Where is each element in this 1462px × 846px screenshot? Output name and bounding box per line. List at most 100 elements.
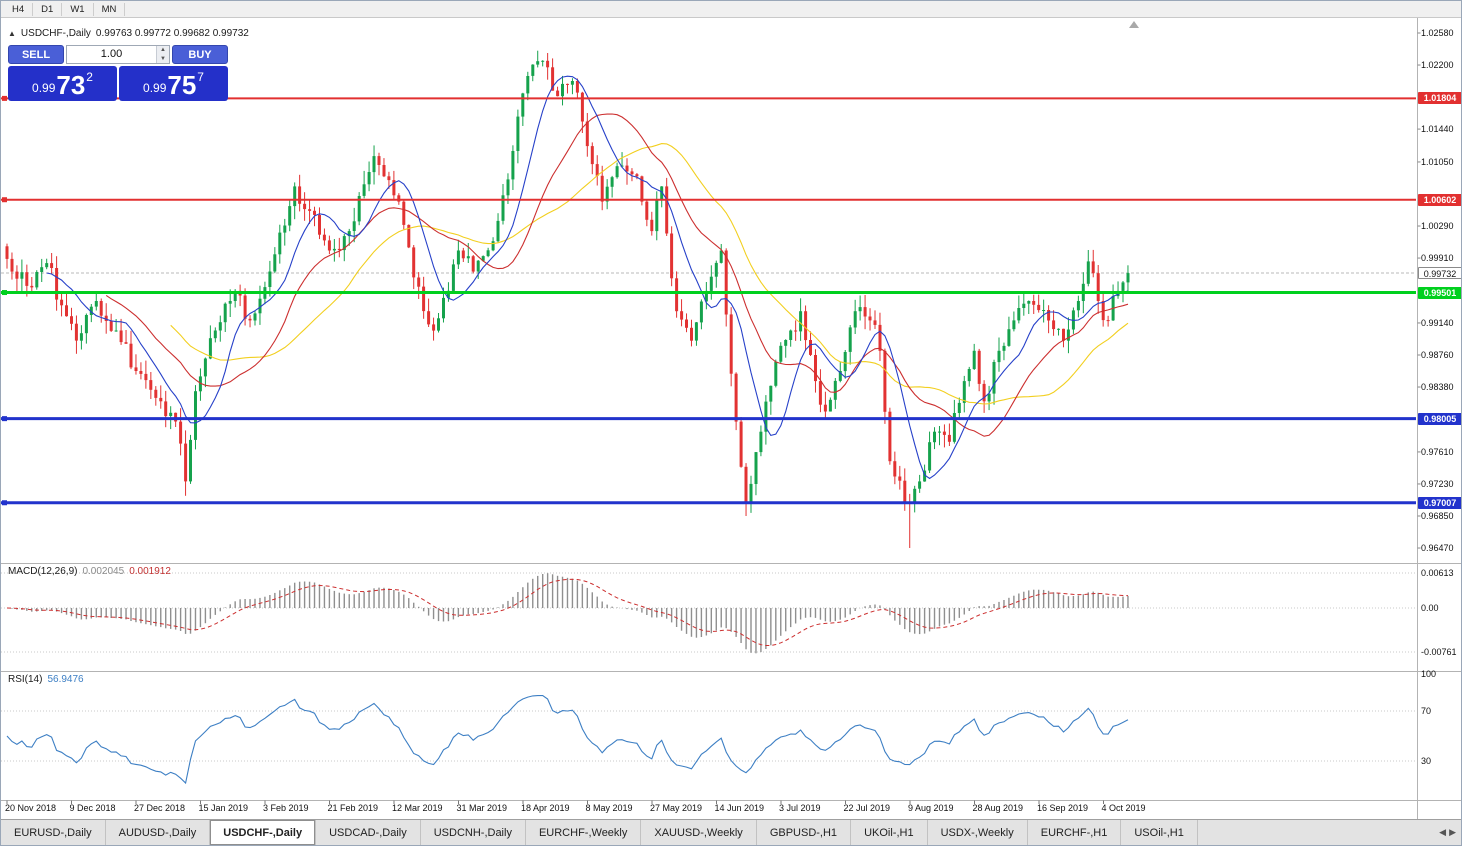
price-tick-label: 0.98380 [1421, 382, 1454, 393]
symbol-label: USDCHF-,Daily [20, 28, 91, 39]
tabbar-scroll-left-icon[interactable]: ◀ [1439, 827, 1447, 837]
price-level-badge[interactable]: 0.98005 [1418, 412, 1461, 425]
tab-label: EURUSD-,Daily [14, 826, 92, 839]
tab-gbpusd-h1[interactable]: GBPUSD-,H1 [757, 820, 852, 845]
date-label: 15 Jan 2019 [198, 803, 249, 813]
timeframe-w1-button[interactable]: W1 [62, 2, 94, 16]
tab-usoil-h1[interactable]: USOil-,H1 [1121, 820, 1198, 845]
tab-eurusd-daily[interactable]: EURUSD-,Daily [1, 820, 106, 845]
ohlc-quote: 0.99763 0.99772 0.99682 0.99732 [95, 28, 249, 39]
price-tick-label: 0.96470 [1421, 543, 1454, 554]
timeframe-mn-button[interactable]: MN [94, 2, 126, 16]
tab-usdcnh-daily[interactable]: USDCNH-,Daily [421, 820, 526, 845]
date-label: 22 Jul 2019 [843, 803, 891, 813]
date-label: 27 May 2019 [650, 803, 703, 813]
tab-ukoil-h1[interactable]: UKOil-,H1 [851, 820, 928, 845]
date-label: 9 Aug 2019 [908, 803, 954, 813]
date-label: 21 Feb 2019 [327, 803, 379, 813]
rsi-tick-label: 30 [1421, 756, 1432, 766]
sell-price-point: 2 [86, 70, 93, 84]
price-tick-label: 1.00290 [1421, 221, 1454, 232]
date-label: 8 May 2019 [585, 803, 633, 813]
sell-price-base: 0.99 [32, 81, 56, 95]
price-scale[interactable]: 1.02580 1.02200 1.01440 1.01050 1.00290 0.999… [1418, 1, 1461, 819]
price-tick-label: 0.98760 [1421, 349, 1454, 360]
sell-price-pips: 73 [56, 70, 86, 100]
date-label: 12 Mar 2019 [392, 803, 443, 813]
tab-usdx-weekly[interactable]: USDX-,Weekly [928, 820, 1028, 845]
price-chart-canvas[interactable] [1, 1, 1462, 821]
price-tick-label: 0.99910 [1421, 253, 1454, 264]
timeframe-d1-button[interactable]: D1 [33, 2, 63, 16]
macd-tick-label: 0.00 [1421, 603, 1439, 613]
macd-tick-label: -0.00761 [1421, 647, 1457, 657]
buy-price-pips: 75 [167, 70, 197, 100]
tab-label: USDCHF-,Daily [223, 826, 303, 839]
tab-usdcad-daily[interactable]: USDCAD-,Daily [316, 820, 421, 845]
rsi-label: RSI(14) 56.9476 [8, 674, 84, 685]
sell-price[interactable]: 0.99 73 2 [8, 66, 117, 101]
macd-label: MACD(12,26,9) 0.002045 0.001912 [8, 566, 171, 577]
price-tick-label: 0.97230 [1421, 478, 1454, 489]
date-axis[interactable]: 20 Nov 2018 9 Dec 2018 27 Dec 2018 15 Jan 2… [1, 803, 1416, 817]
tab-label: USDCNH-,Daily [433, 826, 512, 839]
tab-usdchf-daily[interactable]: USDCHF-,Daily [210, 820, 317, 845]
date-label: 9 Dec 2018 [69, 803, 116, 813]
price-level-badge[interactable]: 1.01804 [1418, 92, 1461, 105]
timeframe-h4-button[interactable]: H4 [4, 2, 34, 16]
buy-price-base: 0.99 [143, 81, 167, 95]
buy-button[interactable]: BUY [172, 45, 228, 64]
chart-symbol-header: ▲ USDCHF-,Daily 0.99763 0.99772 0.99682 … [8, 28, 249, 39]
macd-tick-label: 0.00613 [1421, 568, 1454, 578]
macd-name: MACD(12,26,9) [8, 566, 78, 577]
date-label: 28 Aug 2019 [972, 803, 1024, 813]
price-tick-label: 1.01050 [1421, 156, 1454, 167]
tab-audusd-daily[interactable]: AUDUSD-,Daily [106, 820, 211, 845]
tab-label: USOil-,H1 [1134, 826, 1184, 839]
price-level-badge[interactable]: 0.99501 [1418, 286, 1461, 299]
price-tick-label: 1.02580 [1421, 27, 1454, 38]
sell-button[interactable]: SELL [8, 45, 64, 64]
tab-eurchf-h1[interactable]: EURCHF-,H1 [1028, 820, 1122, 845]
volume-spinner: ▲ ▼ [156, 46, 169, 63]
price-tick-label: 1.01440 [1421, 124, 1454, 135]
current-price-badge: 0.99732 [1418, 267, 1461, 280]
rsi-name: RSI(14) [8, 674, 43, 685]
price-tick-label: 0.96850 [1421, 510, 1454, 521]
date-label: 31 Mar 2019 [456, 803, 508, 813]
rsi-tick-label: 70 [1421, 706, 1432, 716]
date-label: 18 Apr 2019 [521, 803, 570, 813]
macd-signal-value: 0.001912 [129, 566, 171, 577]
tab-xauusd-weekly[interactable]: XAUUSD-,Weekly [641, 820, 757, 845]
tab-label: GBPUSD-,H1 [769, 826, 838, 839]
rsi-line [6, 694, 1129, 785]
macd-main-value: 0.002045 [82, 566, 125, 577]
volume-increase-icon[interactable]: ▲ [160, 47, 166, 53]
tab-label: UKOil-,H1 [864, 826, 914, 839]
price-tick-label: 0.99140 [1421, 317, 1454, 328]
chart-tabbar: EURUSD-,Daily AUDUSD-,Daily USDCHF-,Daily U… [1, 819, 1461, 845]
volume-value[interactable]: 1.00 [100, 48, 123, 60]
tabbar-scroll-controls: ◀ ▶ [1434, 820, 1461, 845]
price-level-badge[interactable]: 1.00602 [1418, 193, 1461, 206]
buy-price[interactable]: 0.99 75 7 [119, 66, 228, 101]
volume-field[interactable]: 1.00 ▲ ▼ [66, 45, 170, 64]
one-click-trading-panel: SELL 1.00 ▲ ▼ BUY 0.99 73 2 0.99 75 7 [8, 45, 228, 101]
date-label: 20 Nov 2018 [5, 803, 57, 813]
macd-histogram [11, 573, 1129, 654]
tab-label: USDCAD-,Daily [329, 826, 407, 839]
symbol-marker-icon: ▲ [8, 29, 16, 38]
tabbar-scroll-right-icon[interactable]: ▶ [1449, 827, 1456, 837]
price-tick-label: 1.02200 [1421, 60, 1454, 71]
timeframe-toolbar: H4 D1 W1 MN [1, 1, 1461, 18]
date-label: 4 Oct 2019 [1101, 803, 1146, 813]
rsi-tick-label: 100 [1421, 669, 1437, 679]
price-level-badge[interactable]: 0.97007 [1418, 496, 1461, 509]
price-tick-label: 0.97610 [1421, 446, 1454, 457]
tab-eurchf-weekly[interactable]: EURCHF-,Weekly [526, 820, 642, 845]
chart-shift-marker-icon [1129, 21, 1139, 28]
candles-layer [5, 50, 1130, 548]
volume-decrease-icon[interactable]: ▼ [160, 55, 166, 62]
tab-label: EURCHF-,H1 [1040, 826, 1108, 839]
